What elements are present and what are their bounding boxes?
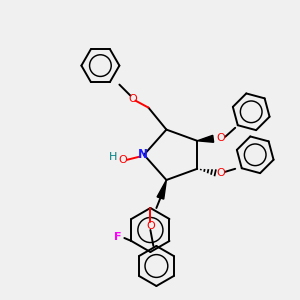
Text: H: H bbox=[109, 152, 117, 162]
Text: O: O bbox=[217, 133, 226, 143]
Text: N: N bbox=[138, 148, 148, 161]
Text: O: O bbox=[118, 155, 127, 165]
Text: F: F bbox=[114, 232, 121, 242]
Polygon shape bbox=[157, 180, 167, 199]
Text: O: O bbox=[128, 94, 137, 103]
Polygon shape bbox=[197, 135, 214, 142]
Text: O: O bbox=[146, 221, 155, 231]
Text: O: O bbox=[217, 168, 226, 178]
